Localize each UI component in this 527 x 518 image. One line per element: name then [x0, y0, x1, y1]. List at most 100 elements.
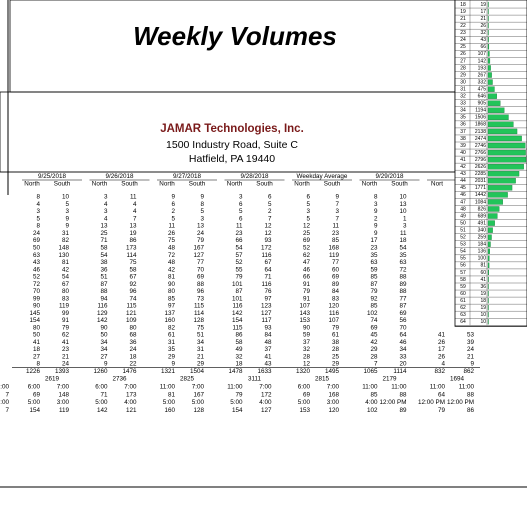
volume-cell: 41	[438, 332, 446, 339]
volume-cell: 76	[264, 288, 272, 295]
volume-cell: 119	[59, 303, 70, 310]
speed-bin: 47	[460, 199, 466, 205]
volume-cell: 70	[197, 266, 205, 273]
volume-cell: 5	[171, 215, 175, 222]
volume-cell: 68	[129, 332, 137, 339]
volume-cell: 172	[261, 244, 272, 251]
pm-peak-time: 4:00	[124, 399, 137, 406]
volume-cell: 48	[264, 339, 272, 346]
volume-cell: 5	[200, 208, 204, 215]
volume-cell: 41	[264, 353, 272, 360]
volume-cell: 99	[62, 310, 70, 317]
am-peak-time: 11:00	[459, 384, 475, 391]
volume-cell: 101	[232, 281, 243, 288]
am-peak-volume: 172	[261, 391, 272, 398]
speed-count: 107	[478, 51, 487, 57]
volume-cell: 9	[374, 208, 378, 215]
volume-cell: 54	[100, 252, 108, 259]
volume-cell: 4	[133, 208, 137, 215]
speed-bin: 51	[460, 227, 466, 233]
volume-cell: 34	[399, 346, 407, 353]
volume-cell: 85	[370, 303, 378, 310]
volume-cell: 101	[232, 295, 243, 302]
speed-bin: 18	[460, 2, 466, 8]
pm-peak-volume: 79	[438, 407, 446, 414]
volume-cell: 107	[299, 303, 310, 310]
volume-cell: 4	[104, 215, 108, 222]
volume-cell: 3	[374, 201, 378, 208]
pm-peak-volume: 153	[299, 407, 310, 414]
speed-count: 10	[480, 312, 486, 318]
volume-cell: 94	[100, 295, 108, 302]
volume-cell: 9	[374, 230, 378, 237]
am-peak-time: 11:00	[391, 384, 407, 391]
volume-cell: 91	[303, 295, 311, 302]
speed-count: 32	[480, 30, 486, 36]
volume-cell: 12	[264, 230, 272, 237]
cut-cell: 7	[5, 407, 9, 414]
volume-cell: 69	[332, 274, 340, 281]
volume-cell: 81	[168, 274, 176, 281]
volume-cell: 9	[171, 361, 175, 368]
volume-cell: 45	[370, 332, 378, 339]
volume-cell: 123	[261, 303, 272, 310]
speed-bar	[487, 114, 509, 121]
am-peak-time: 6:00	[298, 384, 311, 391]
volume-cell: 80	[62, 288, 70, 295]
totals: 1321	[161, 368, 176, 375]
volume-cell: 69	[370, 324, 378, 331]
volume-cell: 31	[62, 230, 70, 237]
speed-bin: 34	[460, 108, 466, 114]
volume-cell: 46	[399, 339, 407, 346]
volume-cell: 67	[264, 259, 272, 266]
speed-bar	[487, 262, 490, 269]
volume-cell: 99	[33, 295, 41, 302]
volume-cell: 93	[264, 324, 272, 331]
volume-cell: 116	[97, 303, 108, 310]
volume-cell: 10	[62, 194, 70, 201]
volume-cell: 58	[129, 266, 137, 273]
am-peak-volume: 71	[100, 391, 108, 398]
speed-bar	[487, 213, 498, 219]
speed-count: 1194	[475, 108, 486, 114]
volume-cell: 79	[62, 324, 70, 331]
totals: 1633	[257, 368, 272, 375]
volume-cell: 62	[62, 332, 70, 339]
am-peak-volume: 85	[370, 391, 378, 398]
volume-cell: 97	[168, 303, 176, 310]
speed-bin: 31	[460, 86, 466, 92]
speed-bin: 28	[460, 65, 466, 71]
volume-cell: 21	[62, 353, 70, 360]
speed-bar	[487, 22, 489, 29]
volume-cell: 51	[100, 274, 108, 281]
volume-cell: 21	[197, 353, 205, 360]
volume-cell: 42	[370, 339, 378, 346]
volume-cell: 11	[130, 194, 137, 201]
speed-bin: 32	[460, 94, 466, 100]
am-peak-volume: 167	[193, 391, 204, 398]
am-peak-volume: 79	[235, 391, 243, 398]
volume-cell: 6	[239, 201, 243, 208]
volume-cell: 79	[303, 288, 311, 295]
volume-cell: 117	[261, 317, 272, 324]
speed-bin: 46	[460, 192, 466, 198]
am-peak-time: 7:00	[259, 384, 272, 391]
volume-cell: 32	[303, 346, 311, 353]
volume-cell: 48	[168, 244, 176, 251]
pm-peak-volume: 120	[328, 407, 339, 414]
volume-cell: 90	[33, 303, 41, 310]
volume-cell: 38	[100, 259, 108, 266]
speed-bar	[487, 269, 489, 276]
volume-cell: 79	[332, 324, 340, 331]
volume-cell: 50	[100, 332, 108, 339]
volume-cell: 23	[370, 244, 378, 251]
volume-cell: 77	[399, 295, 407, 302]
speed-count: 1868	[475, 122, 486, 128]
speed-bin: 40	[460, 150, 466, 156]
volume-cell: 7	[268, 215, 272, 222]
speed-bin: 41	[460, 157, 466, 163]
volume-table: 9/25/2018 9/26/2018 9/27/2018 9/28/2018 Week…	[0, 171, 527, 414]
am-peak-volume: 64	[438, 391, 446, 398]
